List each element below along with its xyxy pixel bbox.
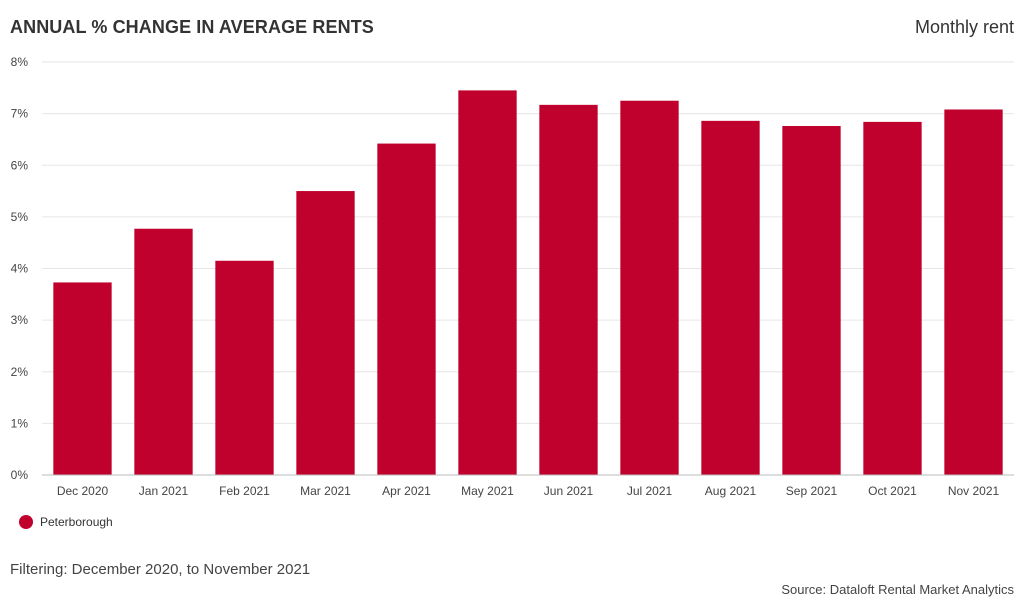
y-tick-label: 2% <box>11 365 29 379</box>
y-tick-label: 3% <box>11 313 29 327</box>
x-tick-label: Dec 2020 <box>57 484 109 498</box>
x-tick-label: Jan 2021 <box>139 484 189 498</box>
bar-jan-2021[interactable] <box>134 228 193 475</box>
chart-subtitle: Monthly rent <box>914 17 1014 37</box>
bar-dec-2020[interactable] <box>53 282 112 475</box>
x-tick-label: Sep 2021 <box>786 484 838 498</box>
bar-nov-2021[interactable] <box>944 109 1003 476</box>
source-note: Source: Dataloft Rental Market Analytics <box>781 582 1014 597</box>
y-tick-label: 0% <box>11 468 29 482</box>
bar-jul-2021[interactable] <box>620 100 679 475</box>
y-tick-label: 5% <box>11 210 29 224</box>
x-tick-label: Feb 2021 <box>219 484 270 498</box>
bar-feb-2021[interactable] <box>215 260 274 475</box>
legend-label: Peterborough <box>40 515 113 529</box>
x-tick-label: Apr 2021 <box>382 484 431 498</box>
chart-title: ANNUAL % CHANGE IN AVERAGE RENTS <box>10 17 374 37</box>
bars <box>53 90 1003 476</box>
bar-oct-2021[interactable] <box>863 121 922 475</box>
legend-dot-icon <box>19 515 33 529</box>
x-tick-label: Jun 2021 <box>544 484 594 498</box>
legend[interactable]: Peterborough <box>19 515 113 529</box>
y-tick-label: 8% <box>11 55 29 69</box>
filter-note: Filtering: December 2020, to November 20… <box>10 561 311 578</box>
x-tick-label: May 2021 <box>461 484 514 498</box>
y-tick-label: 7% <box>11 107 29 121</box>
bar-sep-2021[interactable] <box>782 126 841 475</box>
bar-jun-2021[interactable] <box>539 104 598 475</box>
bar-apr-2021[interactable] <box>377 143 436 475</box>
gridlines <box>42 61 1014 424</box>
y-tick-label: 1% <box>11 416 29 430</box>
y-tick-label: 4% <box>11 262 29 276</box>
x-tick-label: Oct 2021 <box>868 484 917 498</box>
bar-chart: 0% 1% 2% 3% 4% 5% 6% 7% 8% Dec 2020 Jan 2021 Feb 2… <box>11 55 1014 498</box>
x-tick-label: Aug 2021 <box>705 484 757 498</box>
bar-mar-2021[interactable] <box>296 191 355 475</box>
y-tick-label: 6% <box>11 158 29 172</box>
x-axis-ticks: Dec 2020 Jan 2021 Feb 2021 Mar 2021 Apr 2021… <box>57 484 1000 498</box>
bar-may-2021[interactable] <box>458 90 517 476</box>
x-tick-label: Jul 2021 <box>627 484 673 498</box>
x-tick-label: Nov 2021 <box>948 484 1000 498</box>
bar-aug-2021[interactable] <box>701 120 760 475</box>
x-tick-label: Mar 2021 <box>300 484 351 498</box>
y-axis-ticks: 0% 1% 2% 3% 4% 5% 6% 7% 8% <box>11 55 29 482</box>
